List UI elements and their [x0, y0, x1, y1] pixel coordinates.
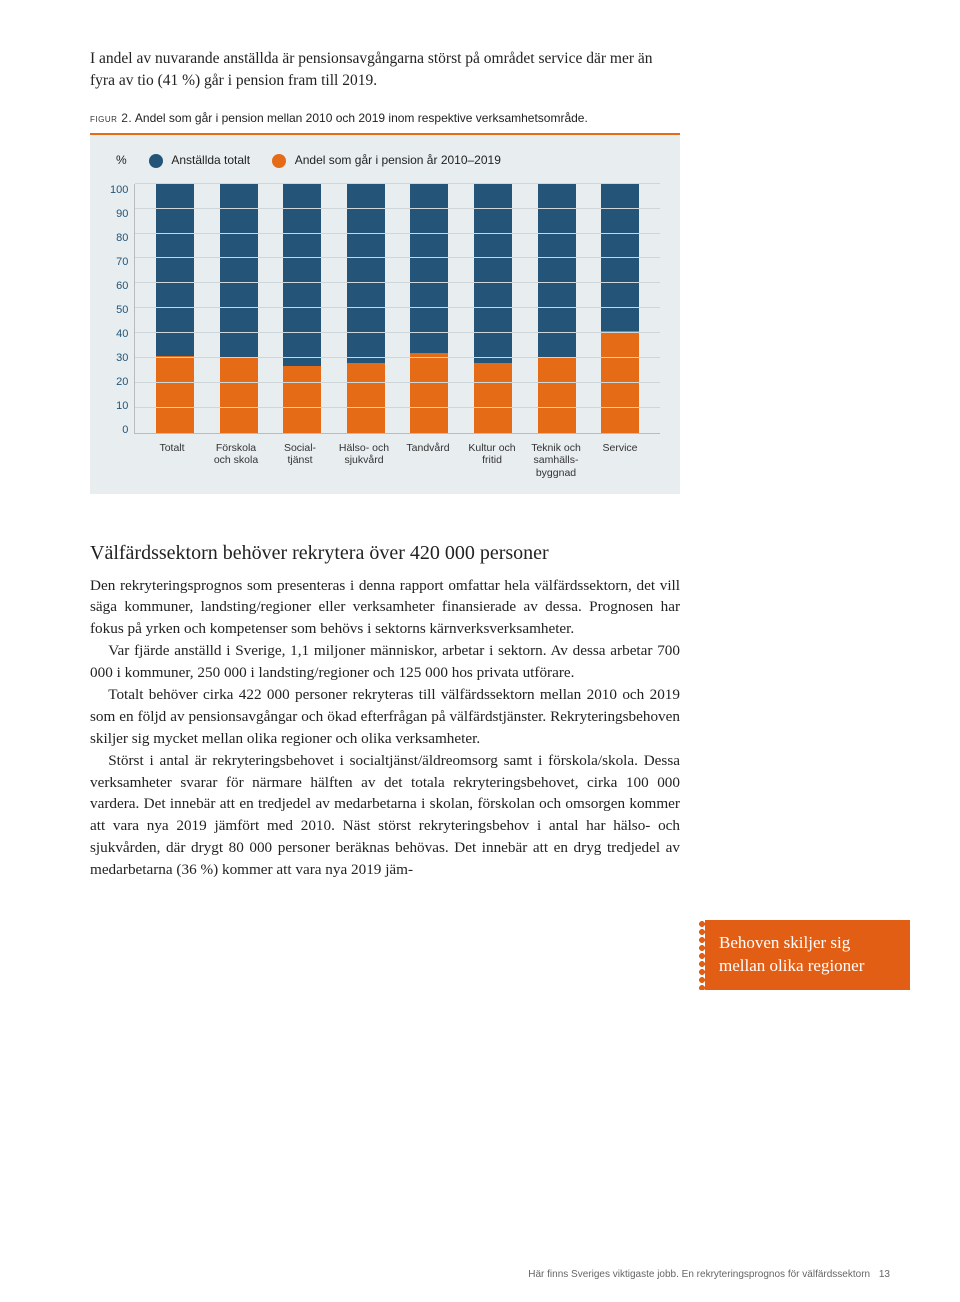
bar	[283, 184, 321, 433]
page-number: 13	[879, 1269, 890, 1280]
paragraph-3: Totalt behöver cirka 422 000 personer re…	[90, 684, 680, 750]
plot-area	[134, 184, 660, 434]
bar-pension	[156, 356, 194, 433]
chart-legend: % Anställda totalt Andel som går i pensi…	[116, 153, 660, 168]
bars-container	[135, 184, 660, 433]
bar-pension	[410, 353, 448, 433]
y-tick: 50	[110, 304, 128, 316]
paragraph-2: Var fjärde anställd i Sverige, 1,1 miljo…	[90, 640, 680, 684]
gridline	[135, 307, 660, 308]
bar	[474, 184, 512, 433]
y-tick: 90	[110, 208, 128, 220]
bar	[347, 184, 385, 433]
x-label: Kultur och fritid	[465, 442, 519, 480]
x-label: Hälso- och sjukvård	[337, 442, 391, 480]
figure-caption-text: Andel som går i pension mellan 2010 och …	[135, 111, 588, 125]
paragraph-4: Störst i antal är rekryteringsbehovet i …	[90, 750, 680, 881]
bar-pension	[474, 363, 512, 433]
y-tick: 30	[110, 352, 128, 364]
gridline	[135, 233, 660, 234]
y-tick: 60	[110, 280, 128, 292]
bar-pension	[220, 358, 258, 433]
y-tick: 10	[110, 400, 128, 412]
x-axis-labels: Totalt Förskola och skola Social- tjänst Hä…	[110, 442, 660, 480]
bar	[156, 184, 194, 433]
bar	[601, 184, 639, 433]
y-tick: 0	[110, 424, 128, 436]
x-label: Teknik och samhälls- byggnad	[529, 442, 583, 480]
figure-caption: figur 2. Andel som går i pension mellan …	[90, 111, 680, 125]
legend-swatch-pension	[272, 154, 286, 168]
figure-label: figur 2.	[90, 111, 132, 125]
legend-item-pension: Andel som går i pension år 2010–2019	[272, 153, 501, 168]
gridline	[135, 257, 660, 258]
footer-text: Här finns Sveriges viktigaste jobb. En r…	[528, 1269, 870, 1280]
section-title: Välfärdssektorn behöver rekrytera över 4…	[90, 542, 680, 565]
paragraph-1: Den rekryteringsprognos som presenteras …	[90, 575, 680, 641]
bar-pension	[283, 366, 321, 433]
y-tick: 100	[110, 184, 128, 196]
y-axis: 1009080706050403020100	[110, 184, 134, 436]
legend-item-total: Anställda totalt	[149, 153, 250, 168]
gridline	[135, 332, 660, 333]
gridline	[135, 282, 660, 283]
gridline	[135, 208, 660, 209]
y-tick: 80	[110, 232, 128, 244]
gridline	[135, 357, 660, 358]
gridline	[135, 382, 660, 383]
x-label: Totalt	[145, 442, 199, 480]
page-footer: Här finns Sveriges viktigaste jobb. En r…	[528, 1269, 890, 1280]
y-unit: %	[116, 153, 127, 167]
legend-swatch-total	[149, 154, 163, 168]
x-label: Förskola och skola	[209, 442, 263, 480]
x-label: Tandvård	[401, 442, 455, 480]
gridline	[135, 407, 660, 408]
y-tick: 40	[110, 328, 128, 340]
gridline	[135, 183, 660, 184]
x-label: Social- tjänst	[273, 442, 327, 480]
intro-paragraph: I andel av nuvarande anställda är pensio…	[90, 48, 680, 93]
bar-pension	[347, 363, 385, 433]
y-tick: 70	[110, 256, 128, 268]
bar-pension	[538, 358, 576, 433]
bar	[410, 184, 448, 433]
legend-label-total: Anställda totalt	[171, 153, 250, 167]
bar	[220, 184, 258, 433]
callout-box: Behoven skiljer sig mellan olika regione…	[705, 920, 910, 990]
bar	[538, 184, 576, 433]
legend-label-pension: Andel som går i pension år 2010–2019	[295, 153, 501, 167]
x-label: Service	[593, 442, 647, 480]
chart: % Anställda totalt Andel som går i pensi…	[90, 135, 680, 494]
body-text: Den rekryteringsprognos som presenteras …	[90, 575, 680, 881]
y-tick: 20	[110, 376, 128, 388]
